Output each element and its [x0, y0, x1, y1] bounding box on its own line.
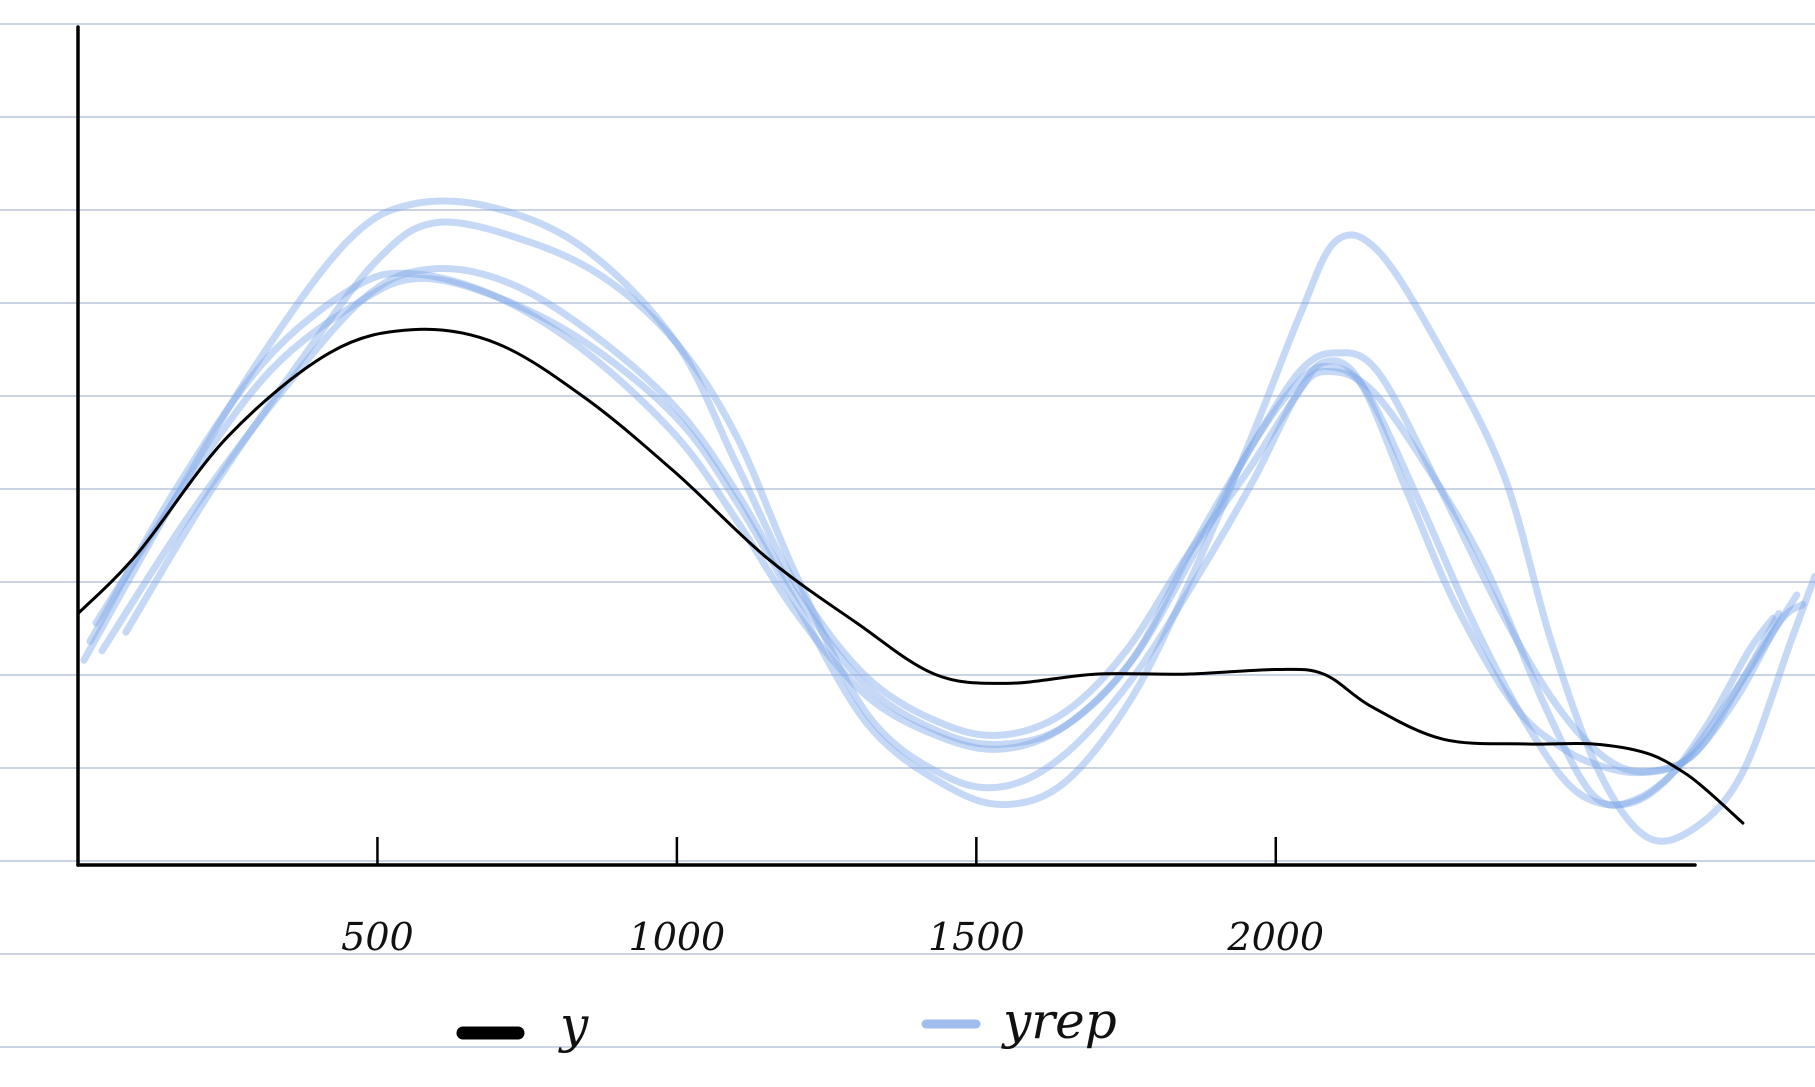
- yrep-line-4: [92, 231, 1815, 845]
- y-series: [76, 327, 1745, 825]
- x-tick-label-1000: 1000: [629, 915, 726, 959]
- x-tick-label-1500: 1500: [928, 915, 1025, 959]
- yrep-line-2: [86, 269, 1777, 809]
- yrep-series: [80, 197, 1815, 845]
- legend: y yrep: [456, 992, 1117, 1054]
- axes: [76, 25, 1697, 867]
- yrep-line-1: [80, 197, 1783, 777]
- x-tick-label-500: 500: [341, 915, 414, 959]
- x-ticks: 500 1000 1500 2000: [341, 837, 1324, 959]
- legend-label-y: y: [558, 996, 589, 1054]
- y-line: [76, 327, 1745, 825]
- ruled-paper-lines: [0, 23, 1815, 1048]
- yrep-line-5: [98, 265, 1807, 776]
- x-tick-label-2000: 2000: [1226, 915, 1324, 959]
- legend-entry-y: y: [456, 996, 589, 1054]
- legend-entry-yrep: yrep: [921, 992, 1117, 1050]
- yrep-line-3: [122, 218, 1801, 809]
- legend-label-yrep: yrep: [1001, 992, 1117, 1050]
